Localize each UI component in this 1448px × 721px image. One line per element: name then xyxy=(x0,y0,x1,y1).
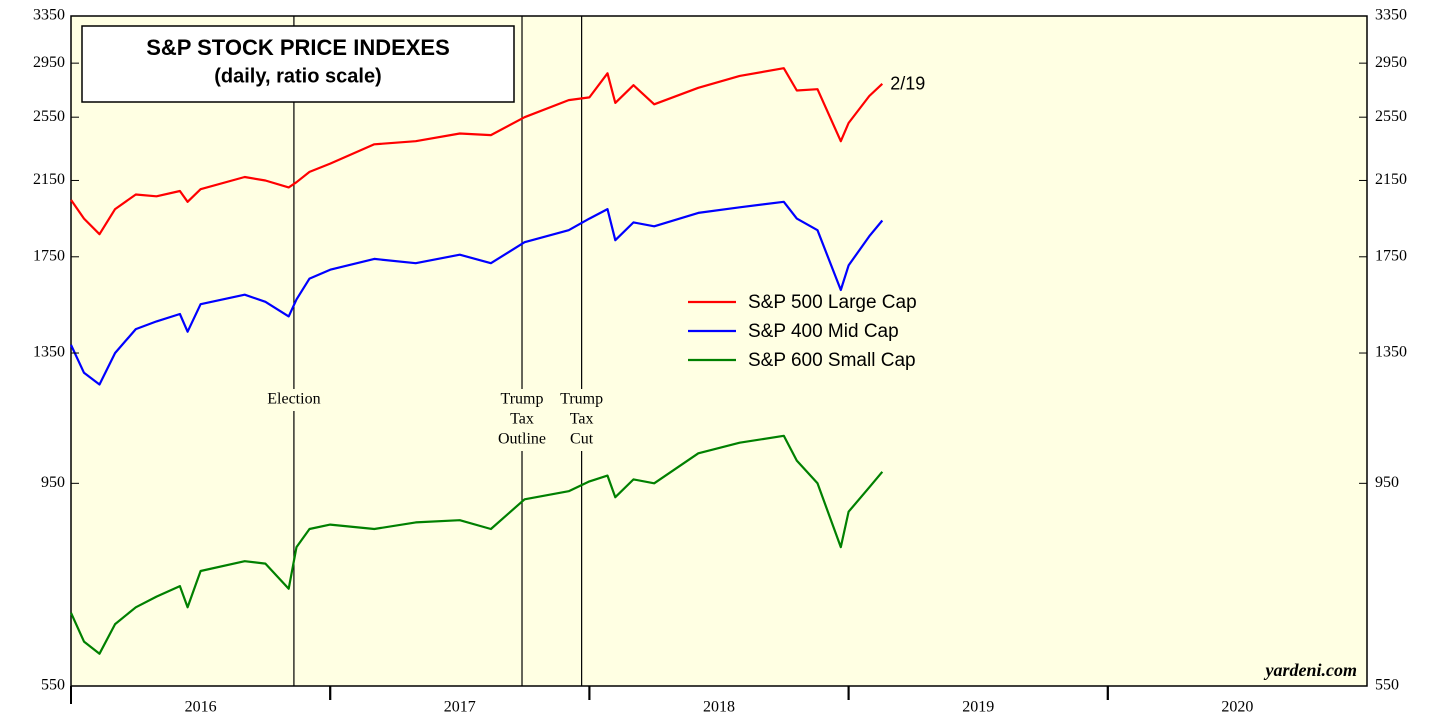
chart-title: S&P STOCK PRICE INDEXES xyxy=(146,35,450,60)
end-label: 2/19 xyxy=(890,74,925,94)
y-tick-label: 2150 xyxy=(33,171,65,188)
series-line xyxy=(70,67,884,236)
legend-label: S&P 400 Mid Cap xyxy=(748,321,899,342)
event-label: Trump xyxy=(560,391,603,408)
y2-tick-label: 3350 xyxy=(1375,7,1407,24)
x-tick-label: 2018 xyxy=(703,699,735,716)
plot-area xyxy=(70,15,1368,687)
y-tick-label: 2550 xyxy=(33,108,65,125)
chart-subtitle: (daily, ratio scale) xyxy=(214,65,381,87)
credit: yardeni.com xyxy=(1264,660,1358,680)
y2-tick-label: 1750 xyxy=(1375,247,1407,264)
y-tick-label: 1750 xyxy=(33,247,65,264)
y-tick-label: 950 xyxy=(41,474,65,491)
event-label: Outline xyxy=(498,431,546,448)
x-tick-label: 2017 xyxy=(444,699,476,716)
y2-tick-label: 2950 xyxy=(1375,54,1407,71)
series-line xyxy=(69,434,884,655)
y2-tick-label: 550 xyxy=(1375,677,1399,694)
y-tick-label: 1350 xyxy=(33,344,65,361)
event-label-bg xyxy=(263,389,324,411)
x-tick-label: 2016 xyxy=(185,699,217,716)
event-label: Election xyxy=(267,391,320,408)
x-tick-label: 2019 xyxy=(962,699,994,716)
title-box xyxy=(81,25,515,103)
event-label-bg xyxy=(492,389,553,451)
y-tick-label: 2950 xyxy=(33,54,65,71)
legend-label: S&P 500 Large Cap xyxy=(748,292,917,313)
y-tick-label: 3350 xyxy=(33,7,65,24)
legend-label: S&P 600 Small Cap xyxy=(748,350,916,371)
marks: Election Trump Tax Outline Trump Tax Cut xyxy=(69,16,884,686)
y2-tick-label: 1350 xyxy=(1375,344,1407,361)
y2-tick-label: 2150 xyxy=(1375,171,1407,188)
event-label: Tax xyxy=(570,411,594,428)
y-tick-label: 550 xyxy=(41,677,65,694)
y2-tick-label: 2550 xyxy=(1375,108,1407,125)
x-tick-label: 2020 xyxy=(1221,699,1253,716)
y2-tick-label: 950 xyxy=(1375,474,1399,491)
event-label: Tax xyxy=(510,411,534,428)
series-line xyxy=(70,200,884,386)
event-label-bg xyxy=(551,389,612,451)
event-label: Trump xyxy=(501,391,544,408)
event-label: Cut xyxy=(570,431,594,448)
